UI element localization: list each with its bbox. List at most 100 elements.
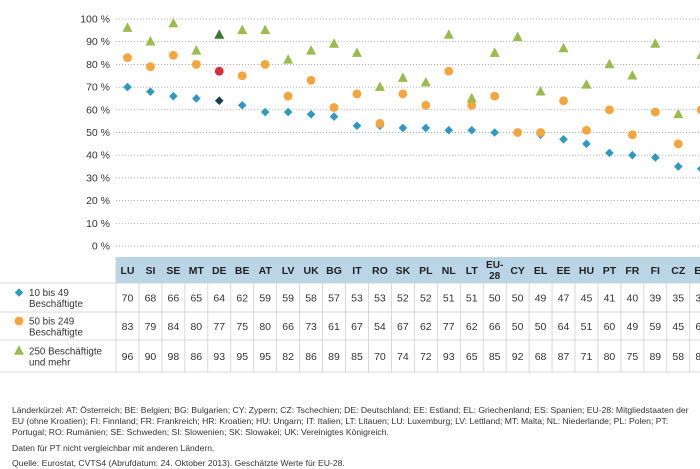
table-value: 57 bbox=[328, 293, 340, 305]
data-point bbox=[168, 17, 179, 28]
legend-label: Beschäftigte bbox=[29, 299, 83, 310]
country-code-label: CZ bbox=[671, 265, 686, 277]
table-value: 89 bbox=[328, 351, 340, 363]
country-code-label: DE bbox=[212, 265, 227, 277]
legend-label: und mehr bbox=[29, 358, 71, 369]
y-tick-label: 50 % bbox=[86, 127, 110, 139]
y-tick-label: 90 % bbox=[86, 36, 110, 48]
data-point bbox=[168, 50, 178, 60]
data-point bbox=[650, 107, 660, 117]
data-point bbox=[512, 31, 523, 41]
y-tick-label: 100 % bbox=[80, 14, 110, 26]
data-point bbox=[421, 100, 431, 110]
y-tick-label: 40 % bbox=[86, 150, 110, 162]
country-header-band bbox=[116, 257, 700, 283]
data-point bbox=[467, 125, 477, 135]
data-point bbox=[260, 60, 270, 69]
y-tick-label: 80 % bbox=[86, 59, 110, 71]
table-value: 53 bbox=[351, 293, 363, 305]
country-code-label: NL bbox=[442, 265, 457, 277]
pt-note: Daten für PT nicht vergleichbar mit ande… bbox=[12, 442, 215, 453]
table-value: 72 bbox=[420, 351, 432, 363]
data-point bbox=[260, 24, 271, 35]
table-value: 98 bbox=[168, 351, 180, 363]
data-point bbox=[192, 94, 201, 103]
table-value: 62 bbox=[236, 293, 248, 305]
table-value: 93 bbox=[443, 351, 455, 363]
legend-label: Beschäftigte bbox=[29, 328, 83, 339]
data-point bbox=[559, 96, 568, 106]
table-value: 84 bbox=[168, 321, 180, 333]
table-value: 87 bbox=[558, 351, 570, 363]
table-value: 80 bbox=[190, 321, 202, 333]
table-value: 67 bbox=[397, 321, 409, 333]
data-point bbox=[651, 153, 660, 162]
table-value: 51 bbox=[466, 293, 478, 305]
data-point bbox=[123, 82, 132, 92]
data-point bbox=[191, 60, 201, 69]
data-point bbox=[696, 51, 700, 60]
data-point bbox=[673, 108, 684, 119]
data-point bbox=[490, 128, 499, 137]
table-value: 34 bbox=[695, 293, 700, 305]
chart: 0 % 10 % 20 % 30 % 40 % 50 % 60 % 70 % 80 % 90 % 1… bbox=[0, 14, 700, 373]
table-value: 68 bbox=[145, 293, 157, 305]
table-value: 70 bbox=[122, 293, 134, 305]
data-point bbox=[329, 103, 339, 112]
data-point bbox=[489, 47, 500, 57]
data-point bbox=[352, 121, 362, 130]
data-point bbox=[329, 112, 339, 121]
data-point bbox=[398, 123, 408, 133]
data-point bbox=[628, 150, 637, 160]
table-value: 61 bbox=[328, 321, 340, 333]
data-point bbox=[283, 54, 294, 64]
table-value: 51 bbox=[443, 293, 455, 305]
table-value: 77 bbox=[443, 321, 455, 333]
table-value: 77 bbox=[213, 321, 225, 333]
data-point bbox=[604, 58, 615, 69]
data-point bbox=[467, 100, 477, 110]
table-value: 68 bbox=[535, 351, 547, 363]
data-point bbox=[214, 66, 224, 76]
data-point bbox=[559, 135, 568, 144]
y-tick-label: 70 % bbox=[86, 82, 110, 94]
table-value: 50 bbox=[489, 293, 501, 305]
table-value: 60 bbox=[695, 321, 700, 333]
data-point bbox=[490, 91, 500, 101]
table-value: 65 bbox=[466, 351, 478, 363]
table-value: 70 bbox=[374, 351, 386, 363]
table-value: 64 bbox=[558, 321, 570, 333]
table-value: 66 bbox=[168, 293, 180, 305]
data-point bbox=[145, 36, 156, 46]
country-code-label: LU bbox=[120, 265, 134, 277]
data-point bbox=[696, 105, 700, 115]
data-point bbox=[443, 29, 454, 39]
y-tick-label: 60 % bbox=[86, 104, 110, 116]
table-value: 85 bbox=[489, 351, 501, 363]
table-value: 39 bbox=[649, 293, 661, 305]
data-point bbox=[444, 66, 454, 76]
table-value: 59 bbox=[282, 293, 294, 305]
table-value: 49 bbox=[535, 293, 547, 305]
data-point bbox=[146, 87, 155, 96]
table-value: 58 bbox=[672, 351, 684, 363]
table-value: 58 bbox=[305, 293, 317, 305]
table-value: 60 bbox=[604, 321, 616, 333]
table-value: 79 bbox=[145, 321, 157, 333]
data-point bbox=[581, 79, 592, 89]
table-value: 51 bbox=[581, 321, 593, 333]
table-value: 85 bbox=[351, 351, 363, 363]
table-value: 47 bbox=[558, 293, 570, 305]
data-point bbox=[169, 91, 178, 101]
country-code-label: 28 bbox=[489, 271, 501, 282]
data-point bbox=[696, 165, 700, 172]
data-point bbox=[214, 96, 224, 106]
data-point bbox=[605, 148, 614, 158]
country-code-label: HU bbox=[579, 265, 594, 277]
table-value: 62 bbox=[466, 321, 478, 333]
table-value: 40 bbox=[627, 293, 639, 305]
table-value: 82 bbox=[282, 351, 294, 363]
country-code-label: LV bbox=[282, 265, 295, 277]
country-code-label: AT bbox=[259, 265, 273, 277]
data-point bbox=[351, 47, 362, 57]
